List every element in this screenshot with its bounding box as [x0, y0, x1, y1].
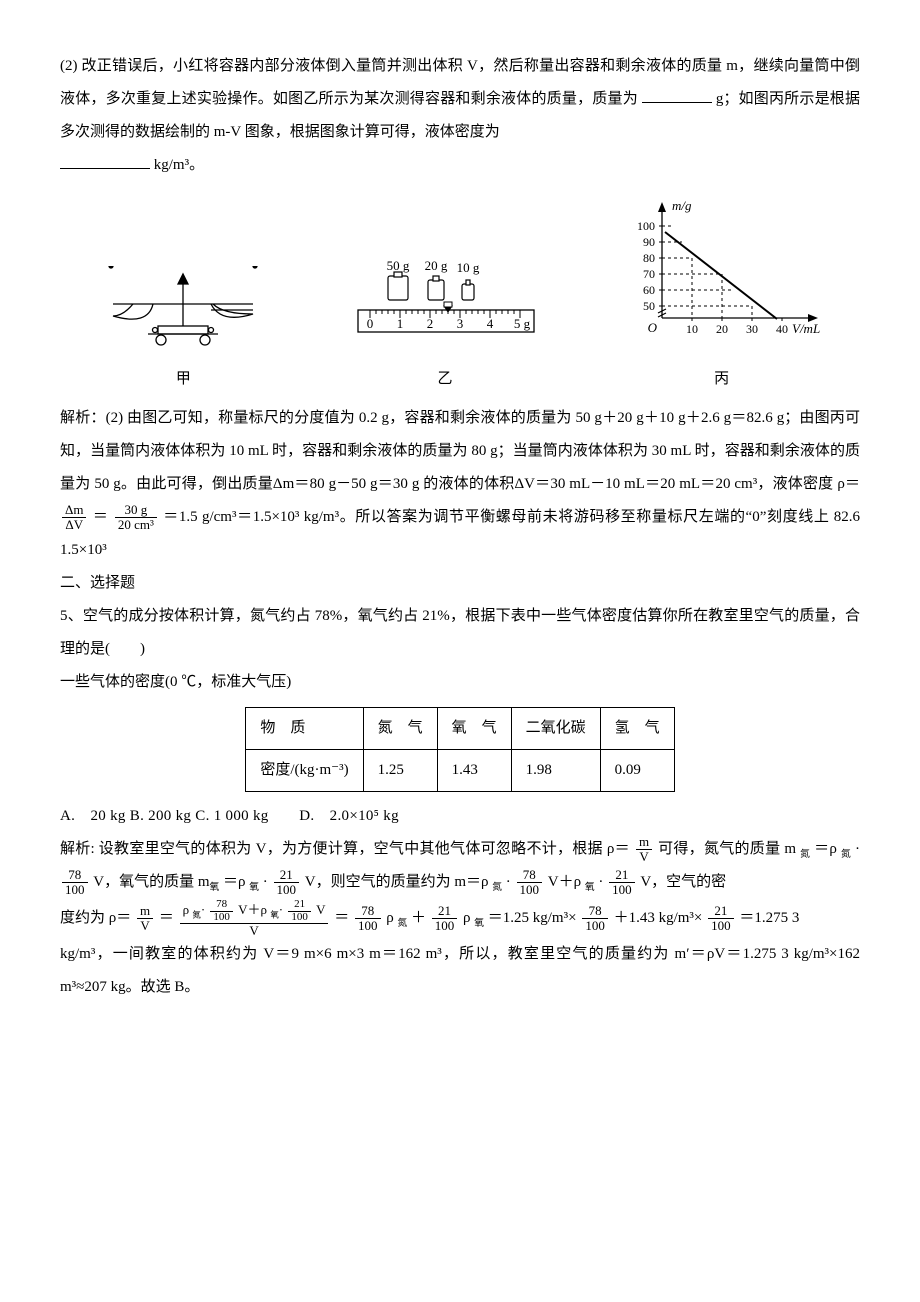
q5-choices: A. 20 kg B. 200 kg C. 1 000 kg D. 2.0×10… [60, 800, 860, 833]
td-co2: 1.98 [511, 750, 600, 792]
svg-text:80: 80 [643, 251, 655, 265]
w10-label: 10 g [457, 260, 480, 275]
q2-unit: kg/m³。 [154, 157, 204, 173]
solution2: 解析：(2) 由图乙可知，称量标尺的分度值为 0.2 g，容器和剩余液体的质量为… [60, 402, 860, 567]
frac-21-100-c: 21100 [432, 904, 458, 932]
table-header-row: 物 质 氮 气 氧 气 二氧化碳 氢 气 [246, 708, 674, 750]
frac-78-100-b: 78100 [517, 868, 543, 896]
caption-yi: 乙 [340, 363, 550, 396]
solution5-line1: 解析: 设教室里空气的体积为 V，为方便计算，空气中其他气体可忽略不计，根据 ρ… [60, 833, 860, 899]
caption-jia: 甲 [93, 363, 273, 396]
svg-text:3: 3 [457, 316, 464, 331]
svg-text:5 g: 5 g [514, 316, 531, 331]
th-o2: 氧 气 [437, 708, 511, 750]
frac-78-100-a: 78100 [62, 868, 88, 896]
td-o2: 1.43 [437, 750, 511, 792]
caption-bing: 丙 [617, 363, 827, 396]
frac-21-100-d: 21100 [708, 904, 734, 932]
w20-label: 20 g [425, 258, 448, 273]
svg-text:0: 0 [367, 316, 374, 331]
svg-text:2: 2 [427, 316, 434, 331]
svg-text:40: 40 [776, 322, 788, 336]
gas-density-table: 物 质 氮 气 氧 气 二氧化碳 氢 气 密度/(kg·m⁻³) 1.25 1.… [245, 707, 674, 792]
svg-text:4: 4 [487, 316, 494, 331]
frac-21-100-a: 21100 [274, 868, 300, 896]
xlabel: V/mL [792, 321, 820, 336]
q2-paragraph: (2) 改正错误后，小红将容器内部分液体倒入量筒并测出体积 V，然后称量出容器和… [60, 50, 860, 182]
svg-text:70: 70 [643, 267, 655, 281]
frac-dm-dv: ΔmΔV [62, 503, 86, 531]
frac-m-over-v: mV [137, 904, 153, 932]
fig-scale: 甲 [93, 266, 273, 396]
q5-note: 一些气体的密度(0 ℃，标准大气压) [60, 666, 860, 699]
weights-svg: 50 g 20 g 10 g [340, 256, 550, 346]
svg-text:30: 30 [746, 322, 758, 336]
svg-text:100: 100 [637, 219, 655, 233]
frac-21-100-b: 21100 [609, 868, 635, 896]
svg-text:50: 50 [643, 299, 655, 313]
solution5-line3: kg/m³，一间教室的体积约为 V＝9 m×6 m×3 m＝162 m³，所以，… [60, 938, 860, 1004]
balance-scale-svg [93, 266, 273, 346]
svg-text:20: 20 [716, 322, 728, 336]
blank-mass [642, 87, 712, 103]
table-data-row: 密度/(kg·m⁻³) 1.25 1.43 1.98 0.09 [246, 750, 674, 792]
ylabel: m/g [672, 198, 692, 213]
th-n2: 氮 气 [363, 708, 437, 750]
w50-label: 50 g [387, 258, 410, 273]
th-h2: 氢 气 [600, 708, 674, 750]
solution5-line2: 度约为 ρ＝ mV ＝ ρ 氮· 78100 V＋ρ 氧· 21100 V V … [60, 899, 860, 938]
graph-svg: 50 60 70 80 90 100 10 20 30 40 [617, 196, 827, 346]
svg-text:1: 1 [397, 316, 404, 331]
fig-weights: 50 g 20 g 10 g [340, 256, 550, 396]
frac-m-v: mV [636, 835, 652, 863]
sol2-s2: ＝1.5 g/cm³＝1.5×10³ kg/m³。所以答案为调节平衡螺母前未将游… [60, 509, 860, 558]
section2-heading: 二、选择题 [60, 567, 860, 600]
frac-30-20: 30 g20 cm³ [115, 503, 157, 531]
frac-78-100-c: 78100 [355, 904, 381, 932]
sol2-s1: 解析：(2) 由图乙可知，称量标尺的分度值为 0.2 g，容器和剩余液体的质量为… [60, 410, 860, 492]
svg-text:O: O [647, 320, 657, 335]
figure-row: 甲 50 g 20 g 10 g [60, 196, 860, 396]
q5-text: 5、空气的成分按体积计算，氮气约占 78%，氧气约占 21%，根据下表中一些气体… [60, 600, 860, 666]
td-h2: 0.09 [600, 750, 674, 792]
td-n2: 1.25 [363, 750, 437, 792]
bigfrac: ρ 氮· 78100 V＋ρ 氧· 21100 V V [180, 899, 329, 938]
svg-text:10: 10 [686, 322, 698, 336]
svg-text:60: 60 [643, 283, 655, 297]
frac-78-100-d: 78100 [582, 904, 608, 932]
fig-graph: 50 60 70 80 90 100 10 20 30 40 [617, 196, 827, 396]
th-co2: 二氧化碳 [511, 708, 600, 750]
th-substance: 物 质 [246, 708, 363, 750]
blank-density [60, 153, 150, 169]
td-label: 密度/(kg·m⁻³) [246, 750, 363, 792]
svg-text:90: 90 [643, 235, 655, 249]
